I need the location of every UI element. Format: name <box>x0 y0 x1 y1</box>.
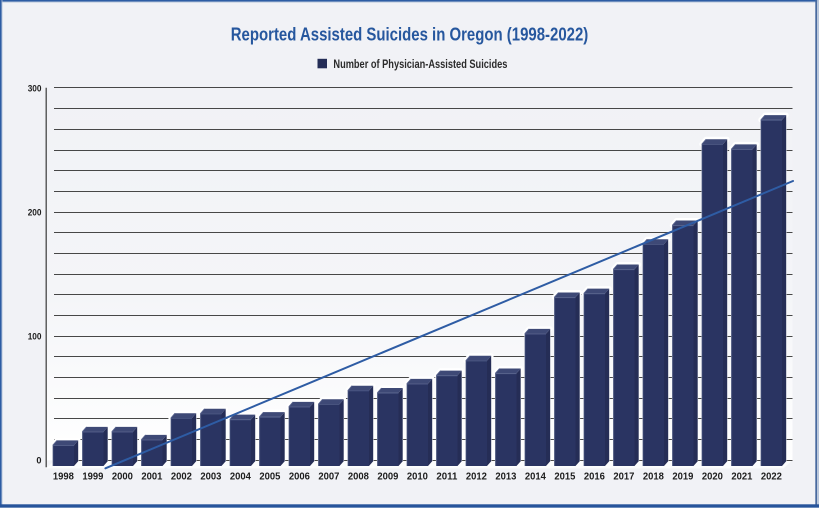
svg-text:2000: 2000 <box>112 472 133 483</box>
svg-text:2017: 2017 <box>613 472 634 483</box>
svg-text:1999: 1999 <box>82 472 103 483</box>
svg-text:1998: 1998 <box>53 472 74 483</box>
svg-text:100: 100 <box>28 331 42 341</box>
svg-text:300: 300 <box>28 83 42 93</box>
svg-text:2010: 2010 <box>407 472 428 483</box>
svg-text:2006: 2006 <box>289 472 310 483</box>
svg-text:2021: 2021 <box>731 472 752 483</box>
svg-text:2015: 2015 <box>554 472 575 483</box>
svg-text:2005: 2005 <box>259 472 280 483</box>
svg-text:2014: 2014 <box>525 472 546 483</box>
svg-text:200: 200 <box>28 207 42 217</box>
svg-text:0: 0 <box>36 455 41 465</box>
svg-text:2022: 2022 <box>761 472 782 483</box>
svg-text:2009: 2009 <box>377 472 398 483</box>
svg-text:2003: 2003 <box>200 472 221 483</box>
svg-text:2013: 2013 <box>495 472 516 483</box>
svg-text:2002: 2002 <box>171 472 192 483</box>
svg-text:2016: 2016 <box>584 472 605 483</box>
svg-text:Number of Physician-Assisted S: Number of Physician-Assisted Suicides <box>333 57 507 71</box>
svg-text:2012: 2012 <box>466 472 487 483</box>
svg-text:2018: 2018 <box>643 472 664 483</box>
svg-text:2004: 2004 <box>230 472 251 483</box>
svg-text:2007: 2007 <box>318 472 339 483</box>
svg-text:2001: 2001 <box>141 472 162 483</box>
svg-text:Reported Assisted Suicides in: Reported Assisted Suicides in Oregon (19… <box>231 25 589 45</box>
svg-text:2008: 2008 <box>348 472 369 483</box>
svg-text:2019: 2019 <box>672 472 693 483</box>
svg-text:2011: 2011 <box>436 472 457 483</box>
svg-text:2020: 2020 <box>702 472 723 483</box>
